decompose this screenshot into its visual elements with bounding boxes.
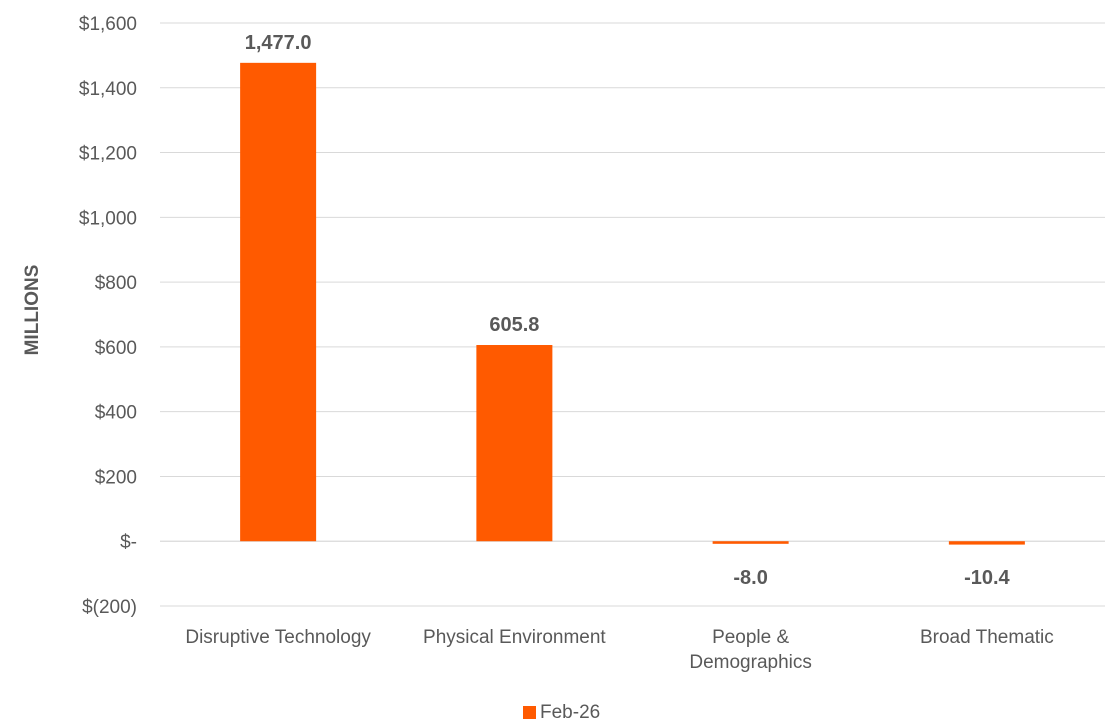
y-tick-label: $1,400 (79, 79, 137, 100)
y-tick-label: $600 (95, 338, 137, 359)
legend-swatch (523, 706, 536, 719)
bar (948, 541, 1025, 545)
x-axis-labels: Disruptive Technology Physical Environmen… (185, 627, 1053, 673)
x-tick-label: Physical Environment (423, 627, 606, 648)
x-tick-label: Broad Thematic (920, 627, 1054, 648)
bars (240, 62, 1025, 545)
data-label: -10.4 (964, 567, 1010, 589)
data-label: 1,477.0 (245, 32, 312, 54)
bar (712, 541, 789, 544)
legend-label: Feb-26 (540, 702, 600, 721)
x-tick-label: Disruptive Technology (185, 627, 371, 648)
y-tick-label: $(200) (82, 597, 137, 618)
y-axis-title: MILLIONS (22, 265, 43, 356)
y-tick-label: $1,200 (79, 144, 137, 165)
data-label: 605.8 (489, 314, 539, 336)
bar (476, 345, 553, 542)
y-tick-label: $- (120, 532, 137, 553)
y-tick-label: $1,600 (79, 14, 137, 35)
data-label: -8.0 (733, 567, 767, 589)
data-labels: 1,477.0 605.8 -8.0 -10.4 (245, 32, 1011, 589)
y-tick-label: $400 (95, 403, 137, 424)
y-tick-label: $800 (95, 273, 137, 294)
y-tick-label: $1,000 (79, 208, 137, 229)
y-tick-label: $200 (95, 467, 137, 488)
legend: Feb-26 (523, 702, 600, 721)
y-axis-ticks: $1,600 $1,400 $1,200 $1,000 $800 $600 $400 $200… (79, 14, 137, 618)
gridlines (160, 22, 1105, 607)
x-tick-label: People & Demographics (689, 627, 812, 673)
bar (240, 62, 317, 542)
